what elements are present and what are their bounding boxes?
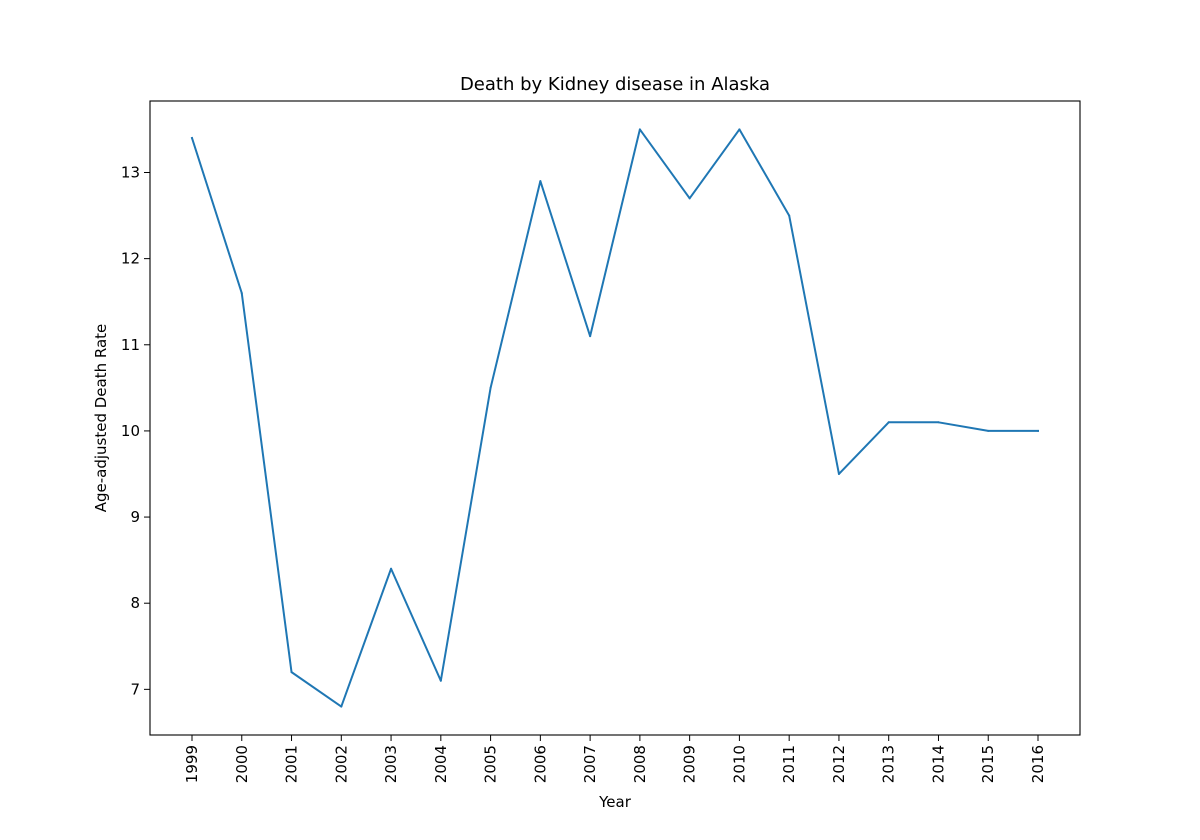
x-tick-label: 2009 — [681, 745, 699, 783]
y-tick-label: 12 — [121, 250, 140, 268]
data-point — [638, 128, 641, 131]
x-tick-label: 2010 — [730, 745, 748, 783]
data-point — [937, 421, 940, 424]
x-tick-label: 2015 — [979, 745, 997, 783]
plot-area-frame — [149, 100, 1081, 736]
data-point — [1037, 429, 1039, 432]
data-point — [688, 197, 691, 200]
x-tick-label: 2002 — [332, 745, 350, 783]
x-tick-label: 1999 — [183, 745, 201, 783]
data-point — [887, 421, 890, 424]
data-point — [489, 386, 492, 389]
data-point — [539, 180, 542, 183]
x-tick-label: 2000 — [233, 745, 251, 783]
y-tick-label: 9 — [130, 508, 140, 526]
x-tick-label: 2016 — [1029, 745, 1047, 783]
y-tick-label: 10 — [121, 422, 140, 440]
y-tick-label: 8 — [130, 594, 140, 612]
data-point — [589, 335, 592, 338]
chart-title: Death by Kidney disease in Alaska — [460, 74, 770, 95]
data-point — [738, 128, 741, 131]
x-tick-label: 2014 — [929, 745, 947, 783]
series-layer — [190, 128, 1039, 708]
x-tick-label: 2003 — [382, 745, 400, 783]
y-tick-label: 7 — [130, 680, 140, 698]
data-point — [390, 567, 393, 570]
y-tick-label: 11 — [121, 336, 140, 354]
x-tick-label: 2008 — [631, 745, 649, 783]
x-tick-label: 2004 — [432, 745, 450, 783]
x-tick-label: 2001 — [283, 745, 301, 783]
data-point — [788, 214, 791, 217]
x-tick-label: 2006 — [531, 745, 549, 783]
data-point — [837, 472, 840, 475]
x-axis-label: Year — [598, 793, 632, 811]
y-axis: 7 8 9 10 11 12 13 — [121, 163, 150, 698]
x-tick-label: 2013 — [880, 745, 898, 783]
data-point — [439, 679, 442, 682]
data-point — [191, 137, 193, 140]
x-tick-label: 2007 — [581, 745, 599, 783]
data-point — [240, 292, 243, 295]
y-tick-label: 13 — [121, 163, 140, 181]
x-tick-label: 2005 — [482, 745, 500, 783]
y-axis-label: Age-adjusted Death Rate — [92, 324, 110, 513]
data-point — [290, 671, 293, 674]
series-line — [190, 128, 1039, 708]
x-axis: 1999 2000 2001 2002 2003 2004 2005 2006 2007 2008… — [183, 735, 1047, 783]
x-tick-label: 2011 — [780, 745, 798, 783]
x-tick-label: 2012 — [830, 745, 848, 783]
data-point — [340, 705, 343, 708]
data-point — [987, 429, 990, 432]
